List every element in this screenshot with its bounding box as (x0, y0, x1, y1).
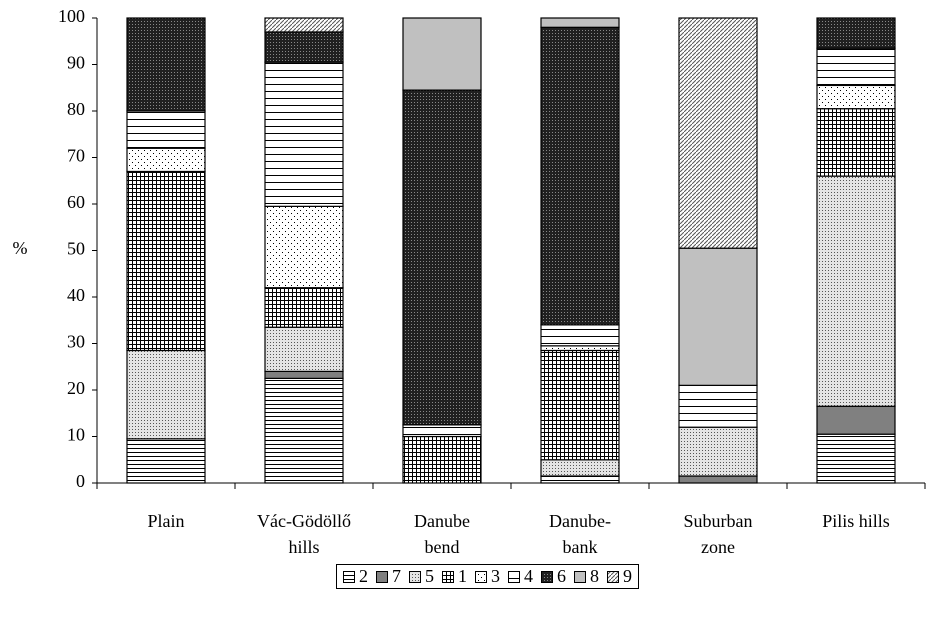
bar-segment (264, 377, 344, 484)
bar-segment (816, 47, 896, 87)
legend-item: 2 (343, 566, 368, 587)
y-tick-label: 80 (67, 99, 85, 119)
bar-segment (126, 438, 206, 484)
bar-segment (264, 326, 344, 373)
y-tick-label: 60 (67, 192, 85, 212)
legend-item: 6 (541, 566, 566, 587)
legend-swatch (541, 570, 553, 583)
bar-segment (678, 384, 758, 428)
bar-segment (678, 426, 758, 477)
bar-segment (126, 147, 206, 173)
y-tick-label: 10 (67, 425, 85, 445)
bar-segment (402, 17, 482, 91)
y-tick-label: 100 (58, 6, 85, 26)
x-tick-label: Plain (147, 511, 185, 531)
bar-segment (540, 26, 620, 326)
legend-swatch (475, 570, 487, 583)
bar-segment (816, 108, 896, 177)
legend-item: 9 (607, 566, 632, 587)
legend-swatch (409, 570, 421, 583)
bar-segment (264, 17, 344, 33)
legend-label: 1 (458, 566, 467, 586)
bar-segment (816, 17, 896, 49)
x-tick-label: Danube bend (414, 511, 470, 557)
bar-segment (402, 424, 482, 438)
bar-segment (402, 435, 482, 484)
legend-label: 3 (491, 566, 500, 586)
x-tick-label: Suburban zone (683, 511, 753, 557)
legend-label: 9 (623, 566, 632, 586)
y-tick-label: 50 (67, 239, 85, 259)
x-tick-label: Vác-Gödöllő hills (257, 511, 351, 557)
bar-segment (816, 84, 896, 110)
y-axis-label: % (13, 238, 28, 258)
bar-segment (126, 17, 206, 112)
bar-segment (540, 17, 620, 28)
legend-label: 7 (392, 566, 401, 586)
legend-swatch (343, 570, 355, 583)
x-tick-label: Danube-bank (549, 511, 611, 557)
bar-segment (264, 287, 344, 328)
legend-swatch (376, 570, 388, 583)
bar-segment (540, 475, 620, 484)
bar-segment (540, 324, 620, 347)
y-tick-label: 20 (67, 378, 85, 398)
x-tick-label: Pilis hills (822, 511, 890, 531)
legend-swatch (508, 570, 520, 583)
y-tick-label: 0 (76, 471, 85, 491)
bar-segment (126, 349, 206, 440)
legend-swatch (607, 570, 619, 583)
bar-segment (264, 61, 344, 207)
legend-label: 4 (524, 566, 533, 586)
legend-label: 5 (425, 566, 434, 586)
bar-segment (678, 17, 758, 249)
bar-segment (540, 349, 620, 461)
legend-label: 2 (359, 566, 368, 586)
legend-item: 4 (508, 566, 533, 587)
bar-segment (540, 345, 620, 352)
legend-item: 1 (442, 566, 467, 587)
legend-label: 6 (557, 566, 566, 586)
legend-item: 7 (376, 566, 401, 587)
bar-segment (816, 405, 896, 435)
bar-segment (264, 31, 344, 63)
legend-item: 3 (475, 566, 500, 587)
bar-segment (816, 433, 896, 484)
bar-segment (126, 110, 206, 149)
bar-segment (540, 459, 620, 477)
bar-segment (264, 205, 344, 289)
bar-segment (816, 175, 896, 407)
bar-segment (678, 247, 758, 386)
y-tick-label: 70 (67, 146, 85, 166)
legend-item: 5 (409, 566, 434, 587)
legend-item: 8 (574, 566, 599, 587)
y-tick-label: 40 (67, 285, 85, 305)
bar-segment (264, 370, 344, 379)
y-tick-label: 30 (67, 332, 85, 352)
legend-label: 8 (590, 566, 599, 586)
bar-segment (126, 170, 206, 352)
y-tick-label: 90 (67, 53, 85, 73)
legend: 2 7 5 1 3 4 6 8 9 (336, 564, 639, 589)
legend-swatch (574, 570, 586, 583)
bar-segment (678, 475, 758, 484)
legend-swatch (442, 570, 454, 583)
bar-segment (402, 89, 482, 426)
